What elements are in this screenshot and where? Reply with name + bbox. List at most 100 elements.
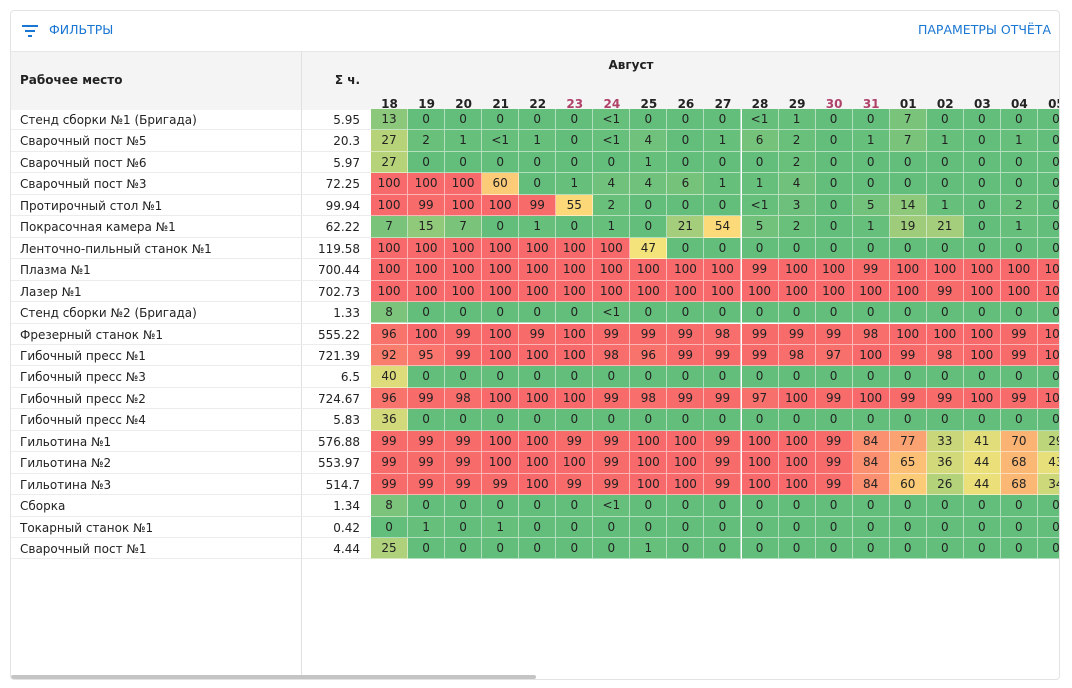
heat-cell: 0 bbox=[519, 495, 557, 517]
heat-cell: 0 bbox=[889, 409, 927, 431]
heat-cell: 0 bbox=[815, 495, 853, 517]
sum-header: Σ ч. bbox=[334, 73, 360, 87]
heat-cell: 1 bbox=[408, 516, 446, 538]
heat-cell: 4 bbox=[778, 173, 816, 195]
day-header: 20 bbox=[455, 97, 472, 111]
heat-cell: 100 bbox=[630, 473, 668, 496]
heat-cell: 100 bbox=[926, 259, 964, 281]
row-name: Токарный станок №1 bbox=[20, 520, 154, 535]
heat-cell: 100 bbox=[667, 430, 705, 453]
heat-cell: 0 bbox=[852, 109, 890, 131]
heat-cell: 99 bbox=[704, 473, 742, 496]
heat-cell: 34 bbox=[1037, 473, 1059, 496]
heat-cell: 0 bbox=[556, 109, 594, 131]
heat-cell: 0 bbox=[371, 516, 409, 538]
heat-cell: 0 bbox=[1037, 151, 1059, 174]
heat-cell: 0 bbox=[1037, 538, 1059, 560]
row-line bbox=[11, 365, 371, 367]
heat-cell: 100 bbox=[408, 237, 446, 260]
heat-cell: 98 bbox=[852, 323, 890, 345]
heat-cell: 0 bbox=[1000, 173, 1038, 195]
heat-cell: 0 bbox=[556, 216, 594, 238]
heat-cell: 33 bbox=[926, 430, 964, 453]
row-name: Сборка bbox=[20, 499, 66, 514]
heat-cell: 99 bbox=[408, 430, 446, 453]
row-sum: 119.58 bbox=[318, 241, 360, 256]
heat-cell: 100 bbox=[593, 280, 631, 303]
heat-cell: 99 bbox=[445, 473, 483, 496]
heat-cell: 96 bbox=[371, 323, 409, 345]
heat-cell: 2 bbox=[1000, 194, 1038, 217]
heat-cell: 100 bbox=[408, 173, 446, 195]
heat-cell: 100 bbox=[778, 280, 816, 303]
heat-cell: 0 bbox=[519, 151, 557, 174]
heat-cell: 0 bbox=[852, 409, 890, 431]
heat-cell: 0 bbox=[1037, 302, 1059, 324]
heat-cell: 100 bbox=[963, 387, 1001, 410]
row-sum: 5.97 bbox=[333, 155, 360, 170]
heat-cell: 0 bbox=[815, 237, 853, 260]
row-line bbox=[11, 408, 371, 410]
heat-cell: 13 bbox=[371, 109, 409, 131]
day-header: 29 bbox=[788, 97, 806, 111]
heat-cell: 0 bbox=[482, 109, 520, 131]
heat-cell: 0 bbox=[741, 516, 779, 538]
heat-cell: 0 bbox=[1000, 302, 1038, 324]
heat-cell: 98 bbox=[593, 344, 631, 367]
heat-cell: 99 bbox=[371, 452, 409, 474]
row-line bbox=[11, 515, 371, 517]
heat-cell: 100 bbox=[667, 452, 705, 474]
heat-cell: 26 bbox=[926, 473, 964, 496]
heat-cell: 99 bbox=[815, 387, 853, 410]
filters-button[interactable]: ФИЛЬТРЫ bbox=[49, 22, 114, 37]
heat-cell: 100 bbox=[482, 323, 520, 345]
heat-cell: 0 bbox=[482, 538, 520, 560]
heat-cell: 84 bbox=[852, 452, 890, 474]
heat-cell: 0 bbox=[667, 409, 705, 431]
heat-cell: 1 bbox=[519, 216, 557, 238]
scrollbar[interactable] bbox=[11, 675, 536, 679]
heat-cell: 100 bbox=[852, 280, 890, 303]
heat-cell: 0 bbox=[704, 151, 742, 174]
heat-cell: 100 bbox=[889, 280, 927, 303]
heat-cell: 0 bbox=[926, 495, 964, 517]
heat-cell: 1 bbox=[704, 173, 742, 195]
heat-cell: 0 bbox=[667, 194, 705, 217]
day-header: 26 bbox=[677, 97, 695, 111]
heat-cell: 100 bbox=[704, 259, 742, 281]
heat-cell: 65 bbox=[889, 452, 927, 474]
heat-cell: 100 bbox=[519, 344, 557, 367]
heat-cell: 100 bbox=[556, 387, 594, 410]
heat-cell: 0 bbox=[519, 538, 557, 560]
heat-cell: 0 bbox=[1037, 516, 1059, 538]
row-line bbox=[11, 279, 371, 281]
heat-cell: 99 bbox=[926, 387, 964, 410]
filter-icon[interactable] bbox=[21, 23, 39, 39]
heat-cell: 100 bbox=[704, 280, 742, 303]
heat-cell: 99 bbox=[445, 452, 483, 474]
heat-cell: 0 bbox=[1000, 516, 1038, 538]
heat-cell: 0 bbox=[667, 109, 705, 131]
row-line bbox=[11, 343, 371, 345]
heat-cell: 99 bbox=[815, 452, 853, 474]
row-name: Гильотина №3 bbox=[20, 477, 112, 492]
heat-cell: 0 bbox=[815, 130, 853, 152]
heat-cell: 1 bbox=[482, 516, 520, 538]
row-labels: Стенд сборки №1 (Бригада) 5.95 Сварочный п… bbox=[11, 109, 371, 569]
heat-cell: 0 bbox=[778, 302, 816, 324]
row-name: Ленточно-пильный станок №1 bbox=[20, 241, 212, 256]
heat-cell: 1 bbox=[704, 130, 742, 152]
heat-cell: 0 bbox=[1000, 538, 1038, 560]
heat-cell: <1 bbox=[593, 109, 631, 131]
heat-cell: 100 bbox=[889, 323, 927, 345]
heat-cell: 99 bbox=[815, 473, 853, 496]
heat-cell: 0 bbox=[519, 516, 557, 538]
row-name: Протирочный стол №1 bbox=[20, 198, 163, 213]
heat-cell: 0 bbox=[593, 538, 631, 560]
heat-cell: 0 bbox=[889, 366, 927, 388]
heat-cell: 0 bbox=[815, 216, 853, 238]
heat-cell: 0 bbox=[445, 495, 483, 517]
heat-cell: 84 bbox=[852, 473, 890, 496]
report-params-button[interactable]: ПАРАМЕТРЫ ОТЧЁТА bbox=[917, 22, 1051, 37]
heat-cell: 36 bbox=[926, 452, 964, 474]
